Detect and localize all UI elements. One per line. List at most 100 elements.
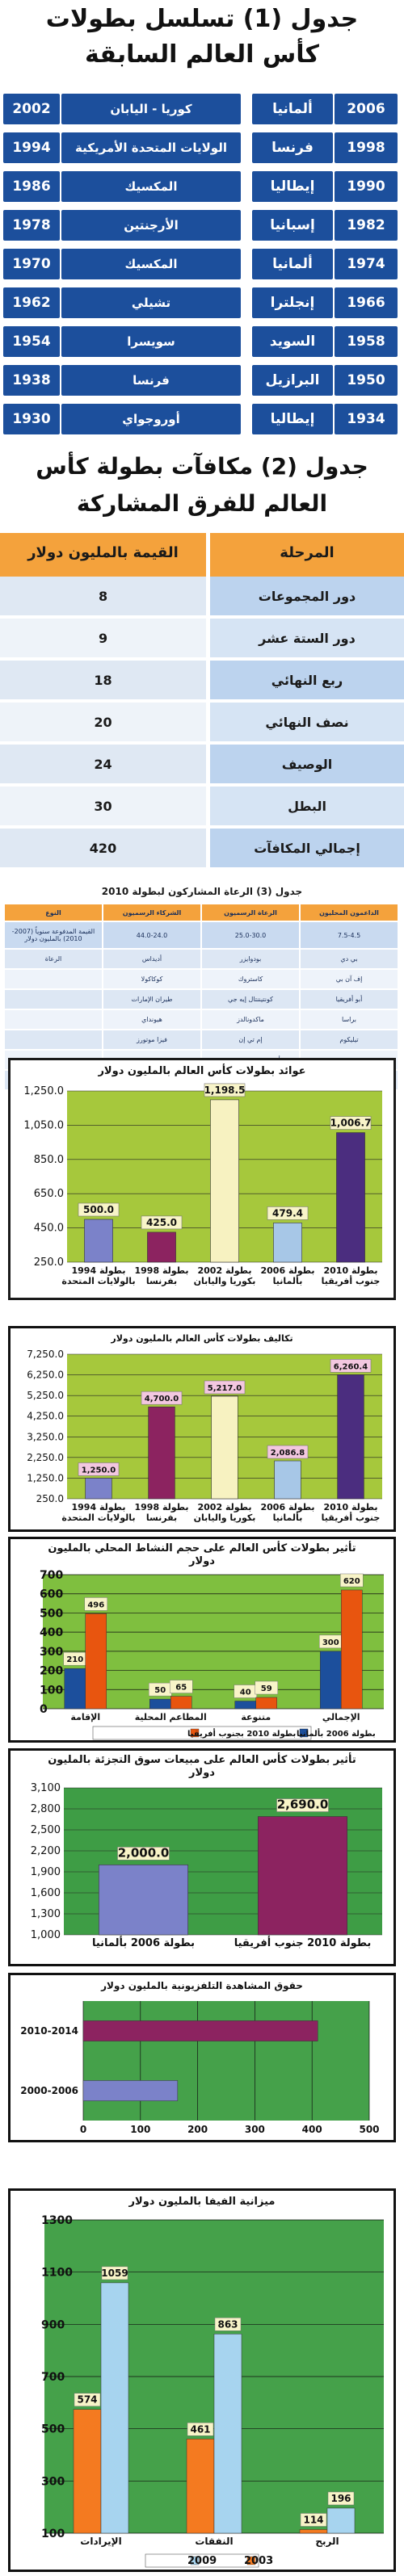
chart1-data-label: 425.0 — [146, 1217, 177, 1228]
chart1-bar — [336, 1132, 365, 1263]
table2-value: 18 — [0, 661, 206, 699]
table3-subheader: 7.5-4.5 — [301, 922, 398, 948]
table2-value: 24 — [0, 745, 206, 783]
table3-subheader: 25.0-30.0 — [202, 922, 299, 948]
chart6-data-label: 196 — [330, 2493, 351, 2504]
chart3-data-label: 50 — [154, 1686, 166, 1695]
table1-year: 1934 — [335, 404, 398, 434]
chart6-ytick: 900 — [41, 2318, 65, 2331]
table2-stage: البطل — [210, 787, 404, 825]
chart6-legend — [145, 2553, 259, 2568]
table1-grid: ألمانيا 2006 كوريا - اليابان 2002 فرنسا 1998 ا… — [0, 89, 404, 443]
chart6-legend-swatch — [190, 2556, 200, 2566]
chart6-category-label: الربح — [315, 2536, 339, 2547]
chart1-ytick: 1,250.0 — [23, 1085, 64, 1097]
chart1-bar — [210, 1099, 239, 1263]
chart5-title: حقوق المشاهدة التلفزيونية بالمليون دولار — [101, 1980, 303, 1991]
table2-header-stage: المرحلة — [280, 543, 335, 561]
chart5-bar — [82, 2020, 318, 2041]
table2-header-value: القيمة بالمليون دولار — [27, 543, 179, 561]
table1-year: 1994 — [3, 132, 60, 163]
chart4-title-line2: دولار — [189, 1767, 215, 1779]
table1-year: 1950 — [335, 365, 398, 396]
chart5-bar — [82, 2080, 179, 2101]
chart3-legend — [92, 1726, 312, 1740]
chart4-box: تأثير بطولات كأس العالم على مبيعات سوق ا… — [8, 1748, 396, 1966]
chart2-ytick: 7,250.0 — [27, 1349, 64, 1360]
chart6-data-label-box — [327, 2491, 355, 2506]
chart6-category-label: الإيرادات — [80, 2536, 121, 2547]
chart3-legend-swatch — [190, 1728, 200, 1738]
chart1-bar — [147, 1231, 176, 1263]
table2-stage: الوصيف — [210, 745, 404, 783]
chart2-bar — [211, 1395, 238, 1500]
table3-cell: إم تي إن — [202, 1030, 299, 1049]
chart4-data-label: 2,000.0 — [118, 1845, 170, 1860]
chart6-data-label: 574 — [77, 2394, 97, 2406]
chart2-data-label: 2,086.8 — [271, 1449, 305, 1458]
table3-cell: بي دي — [301, 950, 398, 968]
table3-cell: هيونداي — [103, 1010, 200, 1029]
chart6-svg: 1300 1100 900 700 500 300 100 574 1059 الإيرادات 4… — [41, 2214, 384, 2568]
table3-subheader: القيمة المدفوعة سنوياً (2007-2010) بالمل… — [5, 922, 102, 948]
chart4-ytick: 2,500 — [31, 1824, 61, 1836]
chart1-ytick: 450.0 — [34, 1223, 64, 1235]
chart3-data-label: 620 — [343, 1577, 360, 1586]
table1-country: ألمانيا — [252, 94, 333, 124]
chart2-data-label-box — [78, 1462, 120, 1476]
chart6-bar-0 — [73, 2409, 102, 2534]
table1-year: 1986 — [3, 171, 60, 202]
chart6-data-label-box — [300, 2513, 327, 2527]
table3-subheader: 44.0-24.0 — [103, 922, 200, 948]
chart6-title: ميزانية الفيفا بالمليون دولار — [128, 2196, 276, 2208]
chart6-ytick: 1100 — [41, 2267, 73, 2280]
table2-row: دور الستة عشر 9 — [0, 619, 404, 657]
table1-year: 1966 — [335, 287, 398, 318]
chart3-legend-swatch — [299, 1728, 309, 1738]
table2-title-line1: جدول (2) مكافآت بطولة كأس — [36, 453, 368, 480]
chart4-ytick: 2,800 — [31, 1803, 61, 1815]
chart6-bar-1 — [213, 2334, 242, 2534]
table3-cell: كونتيننتال إيه جي — [202, 990, 299, 1009]
chart4-title-line1: تأثير بطولات كأس العالم على مبيعات سوق ا… — [48, 1754, 356, 1766]
table1-country: أوروجواي — [61, 404, 241, 434]
chart3-category-label: متنوعة — [241, 1712, 271, 1722]
chart2-data-label-box — [330, 1359, 372, 1373]
chart2-data-label-box — [204, 1380, 246, 1395]
chart2-category-label: بطولة 1998 — [135, 1502, 189, 1512]
table2-stage: نصف النهائي — [210, 703, 404, 741]
chart6-legend-label: 2009 — [187, 2555, 217, 2567]
chart5-xtick: 0 — [80, 2124, 86, 2135]
chart2-category-label: بطولة 2002 — [198, 1502, 252, 1512]
chart4-ytick: 2,200 — [31, 1845, 61, 1857]
table3-header: النوع — [5, 904, 102, 921]
chart1-category-label: بطولة 2002 — [198, 1265, 252, 1276]
chart1-data-label: 1,198.5 — [204, 1085, 246, 1096]
table2-row: إجمالي المكافآت 420 — [0, 829, 404, 867]
chart3-category-label: الإقامة — [70, 1712, 100, 1722]
chart6-data-label-box — [101, 2266, 128, 2280]
chart3-box: تأثير بطولات كأس العالم على حجم النشاط ا… — [8, 1537, 396, 1743]
chart1-category-label: بطولة 1998 — [135, 1265, 189, 1276]
chart3-ytick: 200 — [40, 1665, 63, 1678]
table1-year: 1938 — [3, 365, 60, 396]
chart2-category-label: بالولايات المتحدة — [61, 1512, 135, 1523]
chart6-legend-label: 2003 — [244, 2555, 273, 2567]
table3-cell: إف آن بي — [301, 970, 398, 988]
table1-year: 1954 — [3, 326, 60, 357]
chart6-bar-0 — [186, 2439, 215, 2534]
chart3-bar-0 — [149, 1698, 171, 1710]
table1-country: الولايات المتحدة الأمريكية — [61, 132, 241, 163]
table3-cell: الرعاة — [5, 950, 102, 968]
chart3-bar-0 — [320, 1651, 342, 1710]
table2-value: 8 — [0, 577, 206, 615]
table2-title-line2: العالم للفرق المشاركة — [76, 490, 328, 517]
table1-year: 1998 — [335, 132, 398, 163]
table2-value: 30 — [0, 787, 206, 825]
chart3-bar-0 — [234, 1701, 256, 1710]
chart6-data-label-box — [74, 2393, 101, 2406]
chart3-data-label: 210 — [66, 1655, 83, 1664]
chart2-data-label: 4,700.0 — [145, 1395, 179, 1403]
table2-row: الوصيف 24 — [0, 745, 404, 783]
chart2-ytick: 6,250.0 — [27, 1370, 64, 1381]
